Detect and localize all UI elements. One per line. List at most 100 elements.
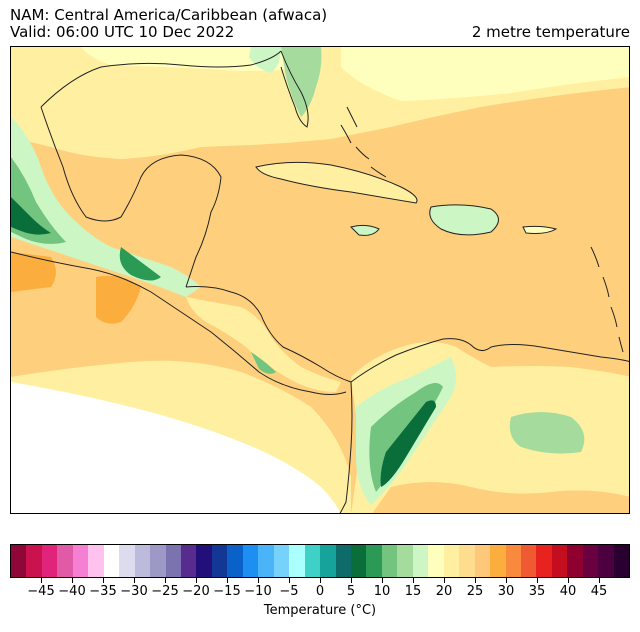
mexico-gulf-coast — [40, 106, 222, 288]
guatemala-green — [119, 247, 161, 281]
colorbar — [10, 544, 630, 578]
colorbar-swatch — [72, 545, 89, 577]
colorbar-tick — [164, 578, 166, 583]
colorbar-tick — [102, 578, 104, 583]
guiana-green — [509, 412, 585, 454]
colorbar-swatch — [320, 545, 336, 577]
pacific-coast — [11, 251, 347, 395]
colorbar-tick-label: 30 — [497, 584, 515, 599]
coastlines — [11, 50, 629, 513]
colorbar-tick — [288, 578, 290, 583]
colorbar-swatch — [150, 545, 166, 577]
colorbar-tick-label: 0 — [315, 584, 325, 599]
no-data-region — [11, 382, 341, 513]
yucatan-warm — [141, 172, 206, 219]
colorbar-tick-label: −15 — [213, 584, 241, 599]
colorbar-tick-label: 40 — [559, 584, 577, 599]
cuba-coast — [255, 161, 418, 204]
colorbar-swatch — [273, 545, 290, 577]
colorbar-label: Temperature (°C) — [263, 603, 377, 618]
colorbar-swatch — [119, 545, 135, 577]
hispaniola-green — [429, 204, 499, 235]
mexico-darkgreen — [11, 197, 51, 235]
puerto-rico — [523, 226, 556, 234]
colorbar-swatch — [57, 545, 73, 577]
south-america-coast — [350, 338, 629, 383]
model-title: NAM: Central America/Caribbean (afwaca) — [10, 6, 328, 24]
florida-coast — [280, 50, 309, 128]
colorbar-tick — [133, 578, 135, 583]
colorbar-tick — [567, 578, 569, 583]
colorbar-tick — [598, 578, 600, 583]
jamaica-green — [351, 225, 379, 236]
colorbar-tick — [474, 578, 476, 583]
isthmus-mild — [186, 297, 341, 392]
colorbar-tick-label: −45 — [27, 584, 55, 599]
colorbar-tick-label: −30 — [120, 584, 148, 599]
temperature-map — [10, 46, 630, 514]
colorbar-swatch — [258, 545, 274, 577]
lesser-antilles-coast — [590, 246, 624, 353]
colorbar-tick — [40, 578, 42, 583]
colorbar-swatch — [165, 545, 181, 577]
colorbar-swatch — [103, 545, 120, 577]
jamaica-coast — [350, 224, 380, 236]
florida-green — [281, 47, 322, 117]
colorbar-tick-label: −20 — [182, 584, 210, 599]
temperature-map-svg — [11, 47, 629, 513]
colorbar-swatch — [536, 545, 552, 577]
pale-band — [341, 47, 629, 101]
colorbar-swatch — [381, 545, 398, 577]
colorbar-swatch — [459, 545, 475, 577]
colorbar-swatch — [242, 545, 259, 577]
colorbar-tick-label: −40 — [58, 584, 86, 599]
valid-time: Valid: 06:00 UTC 10 Dec 2022 — [10, 23, 235, 41]
colorbar-swatch — [520, 545, 537, 577]
colorbar-tick — [71, 578, 73, 583]
colorbar-swatch — [26, 545, 42, 577]
gulf-coast-north — [40, 50, 282, 108]
colorbar-swatch — [567, 545, 583, 577]
colorbar-swatch — [490, 545, 506, 577]
colombia-pacific-coast — [339, 381, 353, 513]
colorbar-tick — [319, 578, 321, 583]
colorbar-tick — [257, 578, 259, 583]
colorbar-tick-label: 15 — [404, 584, 422, 599]
colorbar-tick — [195, 578, 197, 583]
colorbar-swatch — [582, 545, 599, 577]
colorbar-tick-label: 25 — [466, 584, 484, 599]
colorbar-tick-label: 45 — [590, 584, 608, 599]
pacific-hot-west — [11, 252, 56, 292]
colorbar-tick-label: −35 — [89, 584, 117, 599]
colorbar-tick-label: −25 — [151, 584, 179, 599]
colorbar-swatch — [551, 545, 568, 577]
colorbar-tick-label: −5 — [279, 584, 299, 599]
andes-darkgreen — [380, 400, 436, 487]
colorbar-swatch — [134, 545, 151, 577]
colorbar-swatch — [196, 545, 212, 577]
pacific-hot — [96, 275, 141, 324]
colorbar-swatch — [350, 545, 367, 577]
colorbar-swatch — [180, 545, 197, 577]
colorbar-swatch — [335, 545, 351, 577]
colorbar-swatch — [227, 545, 243, 577]
colorbar-tick — [536, 578, 538, 583]
map-title: NAM: Central America/Caribbean (afwaca) … — [10, 7, 327, 41]
colorbar-swatch — [88, 545, 104, 577]
mexico-lightgreen — [11, 117, 201, 297]
caribbean-coast-ca — [185, 286, 352, 383]
bahamas-coast — [340, 106, 387, 178]
colorbar-swatch — [613, 545, 630, 577]
variable-title: 2 metre temperature — [471, 23, 630, 41]
colorbar-tick — [443, 578, 445, 583]
colorbar-tick — [350, 578, 352, 583]
colorbar-tick-label: −10 — [244, 584, 272, 599]
colorbar-tick — [381, 578, 383, 583]
colorbar-tick — [505, 578, 507, 583]
colorbar-swatch — [474, 545, 491, 577]
puerto-rico-coast — [522, 225, 558, 234]
colorbar-swatch — [443, 545, 460, 577]
south-warm — [372, 482, 629, 513]
colorbar-swatch — [211, 545, 228, 577]
cuba-mild — [256, 162, 417, 203]
